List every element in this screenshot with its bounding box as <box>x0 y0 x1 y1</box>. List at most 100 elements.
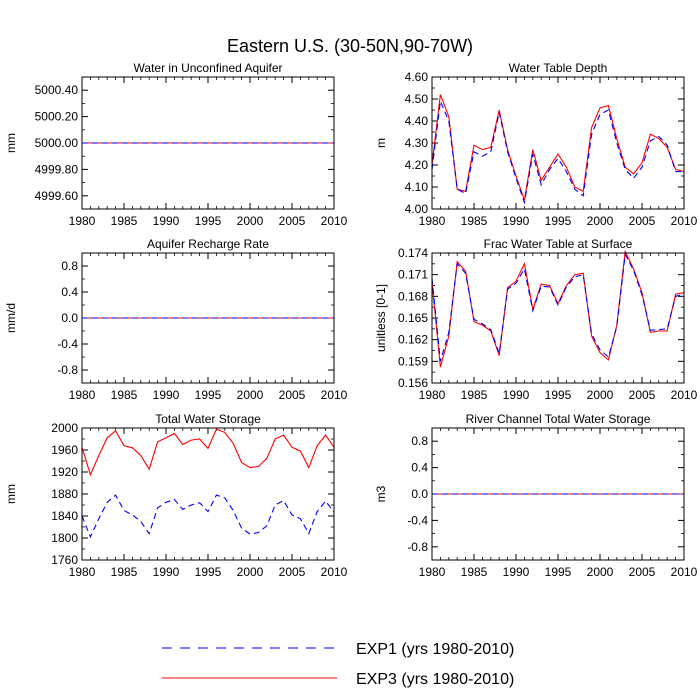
panel-water-in-unconfined-aquifer-xtick-label: 1980 <box>69 214 96 228</box>
panel-total-water-storage-ytick-label: 2000 <box>51 421 78 435</box>
panel-frac-water-table-at-surface-ylabel: unitless [0-1] <box>374 284 388 352</box>
panel-water-table-depth-xtick-label: 1995 <box>545 214 572 228</box>
panel-water-in-unconfined-aquifer-xtick-label: 1995 <box>195 214 222 228</box>
panels-group: Water in Unconfined Aquifer mm 1980 1985 199… <box>4 61 698 579</box>
panel-water-table-depth-frame <box>431 76 685 210</box>
panel-river-channel-total-water-storage-ytick-label: 0.0 <box>411 487 428 501</box>
legend-label-exp3: EXP3 (yrs 1980-2010) <box>356 671 514 688</box>
panel-total-water-storage: Total Water Storage mm 1980 1985 1990 1995 200… <box>4 412 348 579</box>
panel-total-water-storage-ytick-label: 1880 <box>51 487 78 501</box>
panel-river-channel-total-water-storage-xtick-label: 1995 <box>545 565 572 579</box>
panel-water-table-depth-series-exp1 <box>431 99 684 205</box>
panel-water-table-depth-ytick-label: 4.50 <box>405 92 429 106</box>
panel-aquifer-recharge-rate-title: Aquifer Recharge Rate <box>147 237 269 251</box>
panel-frac-water-table-at-surface-xtick-label: 1985 <box>461 388 488 402</box>
panel-frac-water-table-at-surface-xtick-label: 1980 <box>419 388 446 402</box>
panel-aquifer-recharge-rate-xtick-label: 1980 <box>69 388 96 402</box>
panel-water-in-unconfined-aquifer-ytick-label: 4999.60 <box>35 189 79 203</box>
panel-water-in-unconfined-aquifer-xtick-label: 2010 <box>321 214 348 228</box>
panel-aquifer-recharge-rate-ylabel: mm/d <box>4 303 18 333</box>
panel-aquifer-recharge-rate-xtick-label: 1990 <box>153 388 180 402</box>
panel-aquifer-recharge-rate-ytick-label: 0.4 <box>61 285 78 299</box>
panel-total-water-storage-ytick-label: 1960 <box>51 443 78 457</box>
panel-water-table-depth-series-exp3 <box>431 94 685 201</box>
panel-river-channel-total-water-storage-xtick-label: 1980 <box>419 565 446 579</box>
panel-river-channel-total-water-storage-xtick-label: 2005 <box>629 565 656 579</box>
panel-water-in-unconfined-aquifer-xtick-label: 2000 <box>237 214 264 228</box>
panel-frac-water-table-at-surface-ytick-label: 0.171 <box>398 268 428 282</box>
panel-river-channel-total-water-storage-xtick-label: 2000 <box>587 565 614 579</box>
panel-water-in-unconfined-aquifer-ylabel: mm <box>4 133 18 153</box>
panel-water-in-unconfined-aquifer-xtick-label: 1990 <box>153 214 180 228</box>
panel-aquifer-recharge-rate-ytick-label: 0.8 <box>61 259 78 273</box>
panel-total-water-storage-ylabel: mm <box>4 484 18 504</box>
panel-water-in-unconfined-aquifer-ytick-label: 5000.20 <box>35 110 79 124</box>
panel-total-water-storage-ytick-label: 1920 <box>51 465 78 479</box>
panel-water-table-depth-xtick-label: 2000 <box>587 214 614 228</box>
panel-water-table-depth-ytick-label: 4.30 <box>405 136 429 150</box>
panel-total-water-storage-ytick-label: 1760 <box>51 553 78 567</box>
panel-water-table-depth-title: Water Table Depth <box>509 61 608 75</box>
panel-water-table-depth-ytick-label: 4.10 <box>405 180 429 194</box>
panel-water-in-unconfined-aquifer-ytick-label: 5000.40 <box>35 83 79 97</box>
panel-total-water-storage-xtick-label: 2010 <box>321 565 348 579</box>
panel-water-table-depth-xtick-label: 1985 <box>461 214 488 228</box>
panel-frac-water-table-at-surface-xtick-label: 2005 <box>629 388 656 402</box>
panel-water-table-depth-xtick-label: 1990 <box>503 214 530 228</box>
panel-aquifer-recharge-rate-xtick-label: 1985 <box>111 388 138 402</box>
panel-frac-water-table-at-surface-ytick-label: 0.174 <box>398 246 428 260</box>
panel-water-table-depth: Water Table Depth m 1980 1985 1990 1995 2000 20… <box>374 61 698 228</box>
panel-frac-water-table-at-surface-ytick-label: 0.159 <box>398 354 428 368</box>
panel-frac-water-table-at-surface-ytick-label: 0.165 <box>398 311 428 325</box>
panel-water-in-unconfined-aquifer-xtick-label: 2005 <box>279 214 306 228</box>
panel-total-water-storage-xtick-label: 2000 <box>237 565 264 579</box>
panel-total-water-storage-xtick-label: 1985 <box>111 565 138 579</box>
panel-water-in-unconfined-aquifer: Water in Unconfined Aquifer mm 1980 1985 199… <box>4 61 348 228</box>
panel-total-water-storage-frame <box>81 427 335 561</box>
panel-frac-water-table-at-surface-ytick-label: 0.162 <box>398 333 428 347</box>
panel-aquifer-recharge-rate-xtick-label: 2000 <box>237 388 264 402</box>
panel-total-water-storage-series-exp1 <box>81 494 335 539</box>
panel-frac-water-table-at-surface-ytick-label: 0.156 <box>398 376 428 390</box>
panel-river-channel-total-water-storage-ytick-label: 0.8 <box>411 434 428 448</box>
panel-river-channel-total-water-storage-ytick-label: -0.4 <box>407 513 428 527</box>
panel-total-water-storage-xtick-label: 1980 <box>69 565 96 579</box>
legend: EXP1 (yrs 1980-2010) EXP3 (yrs 1980-2010… <box>162 641 514 688</box>
panel-frac-water-table-at-surface-xtick-label: 2010 <box>671 388 698 402</box>
panel-frac-water-table-at-surface: Frac Water Table at Surface unitless [0-1… <box>374 237 698 402</box>
panel-frac-water-table-at-surface-ytick-label: 0.168 <box>398 289 428 303</box>
panel-water-table-depth-xtick-label: 2010 <box>671 214 698 228</box>
figure-title: Eastern U.S. (30-50N,90-70W) <box>227 36 473 56</box>
panel-total-water-storage-xtick-label: 2005 <box>279 565 306 579</box>
panel-aquifer-recharge-rate-xtick-label: 2005 <box>279 388 306 402</box>
panel-water-table-depth-xtick-label: 1980 <box>419 214 446 228</box>
panel-total-water-storage-ytick-label: 1800 <box>51 531 78 545</box>
panel-frac-water-table-at-surface-series-exp1 <box>431 252 685 362</box>
panel-frac-water-table-at-surface-xtick-label: 1990 <box>503 388 530 402</box>
panel-frac-water-table-at-surface-title: Frac Water Table at Surface <box>484 237 633 251</box>
panel-aquifer-recharge-rate-xtick-label: 2010 <box>321 388 348 402</box>
panel-water-in-unconfined-aquifer-xtick-label: 1985 <box>111 214 138 228</box>
panel-river-channel-total-water-storage-ylabel: m3 <box>374 485 388 502</box>
panel-river-channel-total-water-storage-xtick-label: 1985 <box>461 565 488 579</box>
panel-total-water-storage-title: Total Water Storage <box>155 412 261 426</box>
panel-water-table-depth-ytick-label: 4.00 <box>405 202 429 216</box>
panel-river-channel-total-water-storage-title: River Channel Total Water Storage <box>466 412 651 426</box>
panel-water-table-depth-ytick-label: 4.60 <box>405 70 429 84</box>
panel-water-table-depth-ytick-label: 4.40 <box>405 114 429 128</box>
panel-aquifer-recharge-rate: Aquifer Recharge Rate mm/d 1980 1985 1990 199… <box>4 237 348 402</box>
legend-label-exp1: EXP1 (yrs 1980-2010) <box>356 641 514 658</box>
panel-river-channel-total-water-storage-frame <box>431 427 685 561</box>
panel-total-water-storage-series-exp3 <box>81 428 335 477</box>
panel-aquifer-recharge-rate-ytick-label: 0.0 <box>61 311 78 325</box>
panel-river-channel-total-water-storage-xtick-label: 1990 <box>503 565 530 579</box>
panel-water-table-depth-ylabel: m <box>374 138 388 148</box>
panel-frac-water-table-at-surface-xtick-label: 1995 <box>545 388 572 402</box>
panel-frac-water-table-at-surface-xtick-label: 2000 <box>587 388 614 402</box>
panel-frac-water-table-at-surface-series-exp3 <box>431 249 685 368</box>
panel-aquifer-recharge-rate-ytick-label: -0.4 <box>57 337 78 351</box>
panel-aquifer-recharge-rate-xtick-label: 1995 <box>195 388 222 402</box>
panel-water-in-unconfined-aquifer-ytick-label: 4999.80 <box>35 162 79 176</box>
panel-river-channel-total-water-storage-xtick-label: 2010 <box>671 565 698 579</box>
